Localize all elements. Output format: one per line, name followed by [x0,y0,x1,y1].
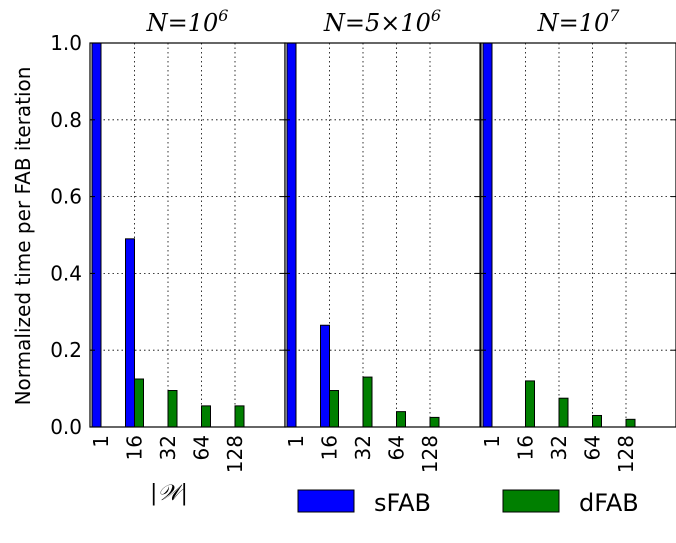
legend-swatch-dFAB [502,489,560,513]
panel-title: N=107 [537,6,621,37]
bar-sFAB-1 [91,42,102,428]
panel-2: 1 16 32 64 128 N=5×106 [284,6,481,473]
x-tick-label: 32 [156,435,180,460]
bar-dFAB-32 [558,397,569,428]
bar-dFAB-16 [329,390,339,428]
bar-dFAB-128 [429,416,440,428]
legend-swatch-sFAB [297,489,355,513]
bar-dFAB-64 [396,411,406,428]
plot-area [90,43,285,427]
x-tick-label: 128 [614,435,638,473]
x-tick-label: 64 [190,435,214,460]
y-axis-label: Normalized time per FAB iteration [11,67,35,406]
bar-dFAB-32 [167,390,178,428]
y-tick-label: 0.0 [50,415,82,439]
y-tick-label: 0.4 [50,261,82,285]
x-tick-label: 16 [318,435,342,460]
x-tick-label: 32 [351,435,375,460]
bar-dFAB-64 [201,405,211,428]
bar-dFAB-128 [625,418,636,428]
chart-panels: 1 16 32 64 128 0.0 0.2 0.4 0.6 0.8 1.0 N=106 1 16 32 64… [50,6,676,473]
x-tick-label: 32 [547,435,571,460]
bar-dFAB-16 [134,378,144,428]
bar-sFAB-16 [320,324,330,428]
panel-1: 1 16 32 64 128 0.0 0.2 0.4 0.6 0.8 1.0 N=106 [50,6,286,473]
y-tick-label: 0.2 [50,338,82,362]
bar-dFAB-64 [592,414,602,428]
plot-frame [480,42,676,428]
x-tick-label: 1 [89,435,113,448]
legend-label-sFAB: sFAB [374,489,431,517]
x-tick-label: 128 [418,435,442,473]
x-axis-label: |𝒲| [150,481,188,506]
x-tick-label: 64 [581,435,605,460]
x-tick-label: 1 [284,435,308,448]
bar-sFAB-16 [125,238,135,428]
panel-3: 1 16 32 64 128 N=107 [480,6,676,473]
x-tick-label: 64 [385,435,409,460]
panel-title: N=106 [146,6,229,37]
x-tick-label: 16 [123,435,147,460]
x-tick-label: 1 [480,435,504,448]
bar-sFAB-1 [286,42,297,428]
y-tick-label: 1.0 [50,31,82,55]
legend-label-dFAB: dFAB [579,489,639,517]
bar-dFAB-128 [234,405,245,428]
y-tick-label: 0.6 [50,185,82,209]
legend: sFAB dFAB [297,489,639,517]
x-tick-label: 128 [223,435,247,473]
bar-dFAB-32 [362,376,373,428]
plot-frame [284,42,481,428]
bar-sFAB-1 [482,42,493,428]
plot-area [285,43,480,427]
panel-title: N=5×106 [323,6,441,37]
x-tick-label: 16 [514,435,538,460]
plot-area [481,43,676,427]
y-tick-label: 0.8 [50,108,82,132]
bar-dFAB-16 [525,380,535,428]
